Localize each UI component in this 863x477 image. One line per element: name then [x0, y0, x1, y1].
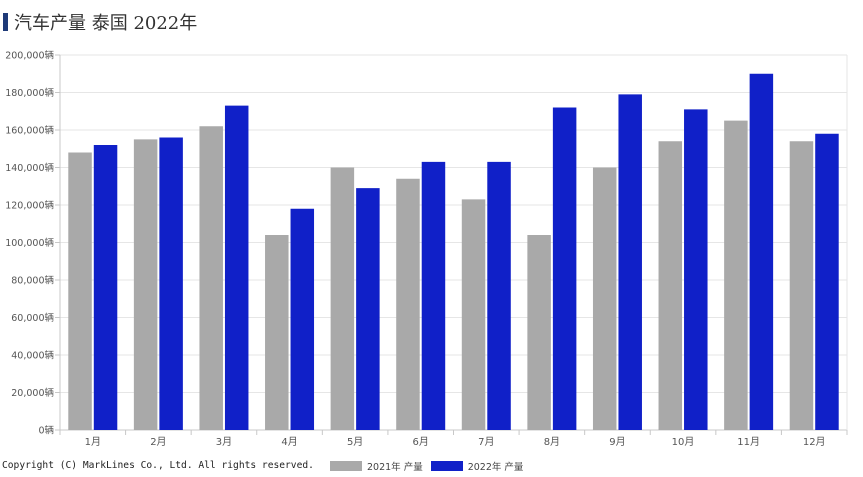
bar-2022 [684, 109, 708, 430]
legend-label-2021: 2021年 产量 [367, 462, 423, 473]
bar-2022 [290, 208, 315, 430]
legend-item-2021[interactable]: 2021年 产量 [330, 459, 423, 473]
bar-2021 [133, 139, 158, 430]
bar-2021 [658, 141, 683, 430]
bar-chart: 0辆 20,000辆 40,000辆 60,000辆 80,000辆 100,000辆 12… [5, 50, 848, 448]
y-tick-label: 180,000辆 [5, 87, 54, 99]
legend-swatch-2021 [330, 461, 362, 471]
x-tick-label: 6月 [413, 436, 429, 448]
bar-2022 [618, 94, 642, 430]
x-tick-label: 10月 [672, 436, 695, 448]
x-tick-label: 4月 [281, 436, 297, 448]
chart-title-bar: 汽车产量 泰国 2022年 [3, 10, 197, 34]
chart-legend: 2021年 产量 2022年 产量 [330, 459, 531, 473]
bar-2022 [421, 161, 446, 430]
bar-2022 [224, 105, 249, 430]
chart-title: 汽车产量 泰国 2022年 [14, 13, 198, 34]
legend-item-2022[interactable]: 2022年 产量 [430, 459, 524, 473]
bar-2021 [789, 141, 814, 430]
y-tick-label: 80,000辆 [11, 275, 54, 287]
y-tick-label: 60,000辆 [11, 312, 54, 324]
x-tick-label: 12月 [803, 436, 826, 448]
bar-2021 [592, 167, 617, 430]
bar-2021 [461, 199, 486, 430]
y-tick-label: 40,000辆 [11, 350, 54, 362]
legend-label-2022: 2022年 产量 [467, 462, 524, 473]
y-tick-label: 100,000辆 [5, 237, 54, 249]
y-tick-label: 140,000辆 [5, 162, 54, 174]
bar-2021 [330, 167, 355, 430]
bar-2021 [724, 120, 748, 430]
y-tick-label: 0辆 [38, 425, 54, 437]
bar-2022 [356, 188, 380, 430]
chart-footer: Copyright (C) MarkLines Co., Ltd. All ri… [0, 457, 863, 477]
y-tick-label: 160,000辆 [5, 125, 54, 137]
x-tick-label: 11月 [737, 436, 760, 448]
x-tick-label: 2月 [150, 436, 166, 448]
title-marker [3, 13, 8, 31]
bar-2021 [527, 235, 551, 430]
x-tick-label: 5月 [347, 436, 363, 448]
y-tick-label: 120,000辆 [5, 200, 54, 212]
x-tick-label: 3月 [216, 436, 232, 448]
bar-2022 [552, 107, 577, 430]
x-tick-label: 8月 [544, 436, 560, 448]
bar-2022 [487, 161, 511, 430]
legend-swatch-2022 [430, 461, 463, 471]
bar-2021 [396, 178, 420, 430]
x-tick-label: 7月 [478, 436, 494, 448]
bar-2021 [265, 235, 289, 430]
bar-2022 [159, 137, 183, 430]
bar-2022 [749, 73, 774, 430]
y-tick-label: 200,000辆 [5, 50, 54, 62]
bar-2022 [815, 133, 839, 430]
x-tick-label: 1月 [85, 436, 101, 448]
y-tick-label: 20,000辆 [11, 387, 54, 399]
bar-2022 [93, 145, 118, 430]
bar-2021 [68, 152, 92, 430]
copyright-text: Copyright (C) MarkLines Co., Ltd. All ri… [2, 460, 314, 471]
x-tick-label: 9月 [609, 436, 625, 448]
bar-2021 [199, 126, 223, 430]
